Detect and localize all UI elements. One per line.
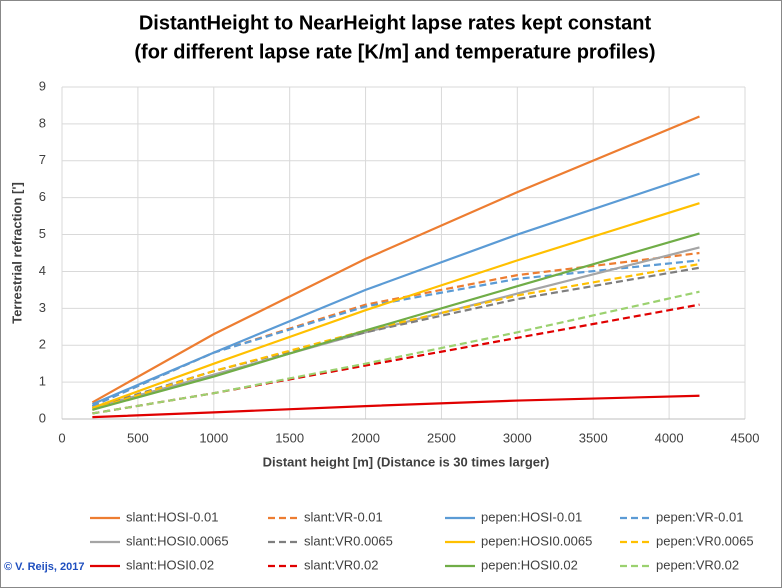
legend-label: pepen:VR0.02 [656,557,739,572]
x-tick-label: 1000 [199,430,228,445]
legend-label: pepen:VR0.0065 [656,533,754,548]
x-tick-label: 3500 [579,430,608,445]
series-line [91,115,700,404]
x-tick-label: 500 [127,430,149,445]
legend-label: slant:HOSI0.02 [126,557,214,572]
chart-title: DistantHeight to NearHeight lapse rates … [139,12,652,34]
y-tick-label: 8 [39,115,46,130]
legend-label: slant:VR0.02 [304,557,378,572]
series-line [92,246,700,409]
y-tick-label: 4 [39,263,46,278]
series-line [92,262,700,411]
y-tick-label: 5 [39,226,46,241]
legend-label: pepen:HOSI0.02 [481,557,578,572]
x-axis-title: Distant height [m] (Distance is 30 times… [263,454,550,469]
y-tick-label: 6 [39,189,46,204]
x-tick-label: 2500 [427,430,456,445]
legend-label: pepen:HOSI0.0065 [481,533,592,548]
series-line [92,290,700,415]
legend-label: slant:VR0.0065 [304,533,393,548]
series-line [92,232,700,411]
series-line [92,266,700,409]
y-tick-label: 1 [39,374,46,389]
y-tick-label: 7 [39,152,46,167]
legend-label: pepen:HOSI-0.01 [481,509,582,524]
legend-label: pepen:VR-0.01 [656,509,743,524]
y-tick-label: 0 [39,410,46,425]
credit: © V. Reijs, 2017 [4,561,84,573]
legend-label: slant:HOSI0.0065 [126,533,229,548]
y-axis-title: Terrestrial refraction ['] [9,182,24,324]
x-tick-label: 2000 [351,430,380,445]
y-tick-label: 9 [39,78,46,93]
series-line [91,202,700,409]
x-tick-label: 4000 [655,430,684,445]
x-tick-label: 0 [58,430,65,445]
x-tick-label: 1500 [275,430,304,445]
y-tick-label: 2 [39,337,46,352]
x-tick-label: 3000 [503,430,532,445]
series-line [91,259,700,408]
chart-subtitle: (for different lapse rate [K/m] and temp… [134,41,655,63]
y-tick-label: 3 [39,300,46,315]
legend-label: slant:HOSI-0.01 [126,509,219,524]
legend-label: slant:VR-0.01 [304,509,383,524]
series-line [92,394,700,419]
x-tick-label: 4500 [731,430,760,445]
